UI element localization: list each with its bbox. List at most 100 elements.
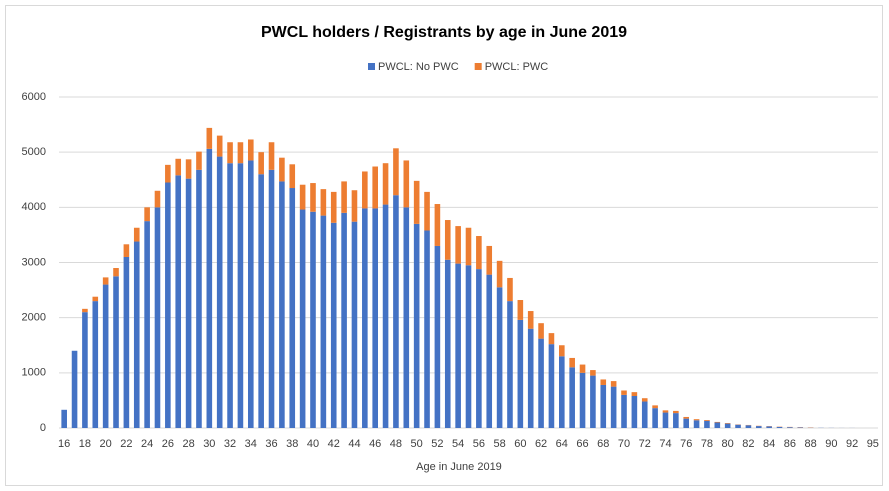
x-tick-label: 46: [369, 438, 381, 450]
bar-segment: [351, 190, 358, 222]
bar-segment: [455, 263, 461, 428]
bar-segment: [113, 268, 119, 277]
bar-segment: [424, 191, 430, 231]
bar-segment: [673, 413, 679, 428]
bar-segment: [745, 425, 752, 428]
bar-segment: [755, 426, 762, 428]
x-tick-label: 28: [182, 438, 194, 450]
bar-segment: [310, 211, 316, 428]
bar-segment: [693, 420, 700, 428]
bar-segment: [621, 390, 627, 395]
bar-segment: [527, 328, 534, 428]
bar-segment: [434, 245, 441, 428]
bar-segment: [310, 183, 316, 212]
bar-segment: [766, 426, 772, 428]
bar-segment: [724, 423, 731, 424]
bar-segment: [393, 148, 399, 196]
bar-segment: [683, 416, 690, 419]
bar-segment: [268, 142, 275, 170]
y-tick-label: 0: [40, 422, 46, 434]
bar-segment: [559, 345, 565, 357]
bar-segment: [185, 178, 192, 428]
bar-segment: [341, 212, 347, 428]
bar-segment: [517, 319, 524, 428]
bar-segment: [413, 223, 420, 428]
legend-label: PWCL: No PWC: [378, 61, 459, 73]
bar-segment: [538, 323, 544, 339]
bar-segment: [133, 241, 140, 428]
bar-segment: [631, 396, 638, 428]
bar-segment: [559, 356, 565, 428]
x-tick-label: 72: [639, 438, 651, 450]
bar-segment: [548, 344, 555, 428]
bar-segment: [237, 142, 244, 164]
bar-segment: [714, 422, 721, 428]
bar-segment: [704, 420, 710, 421]
x-tick-label: 92: [846, 438, 858, 450]
x-tick-label: 16: [58, 438, 70, 450]
bar-segment: [237, 163, 244, 428]
x-tick-label: 36: [265, 438, 277, 450]
x-tick-label: 58: [493, 438, 505, 450]
x-tick-label: 24: [141, 438, 153, 450]
bar-segment: [579, 372, 586, 428]
x-tick-label: 32: [224, 438, 236, 450]
bar-segment: [227, 163, 233, 428]
bar-segment: [735, 424, 741, 428]
bar-segment: [538, 338, 544, 428]
bar-segment: [185, 159, 192, 179]
legend-swatch: [368, 63, 375, 70]
bar-segment: [444, 220, 451, 260]
bar-segment: [320, 215, 327, 428]
chart-frame: [5, 5, 883, 486]
bar-segment: [196, 169, 202, 428]
bar-segment: [662, 412, 669, 428]
bar-segment: [631, 392, 638, 397]
bar-segment: [61, 409, 67, 428]
bar-segment: [258, 152, 264, 175]
bar-segment: [165, 164, 171, 183]
bar-segment: [444, 259, 451, 428]
bar-segment: [486, 245, 493, 275]
y-tick-label: 4000: [22, 201, 46, 213]
bar-segment: [133, 227, 140, 242]
bar-segment: [154, 190, 161, 208]
bar-segment: [382, 163, 389, 205]
bar-segment: [289, 188, 296, 428]
x-tick-label: 74: [659, 438, 671, 450]
y-tick-label: 2000: [22, 312, 46, 324]
bar-segment: [787, 427, 793, 428]
x-tick-label: 90: [825, 438, 837, 450]
bar-segment: [341, 181, 347, 213]
x-axis-title: Age in June 2019: [416, 461, 502, 473]
y-tick-label: 1000: [22, 367, 46, 379]
bar-segment: [154, 207, 161, 428]
x-tick-label: 80: [722, 438, 734, 450]
x-tick-label: 56: [473, 438, 485, 450]
bar-segment: [247, 160, 254, 429]
bar-segment: [196, 151, 202, 170]
bar-segment: [465, 265, 472, 428]
bar-segment: [92, 296, 99, 302]
bar-segment: [299, 209, 306, 428]
bar-segment: [393, 195, 399, 428]
bar-segment: [496, 260, 503, 288]
x-tick-label: 88: [804, 438, 816, 450]
x-tick-label: 20: [100, 438, 112, 450]
bar-segment: [175, 158, 182, 176]
bar-segment: [279, 157, 285, 182]
bar-segment: [144, 221, 150, 428]
bar-segment: [476, 269, 482, 428]
x-tick-label: 42: [328, 438, 340, 450]
bar-segment: [320, 189, 327, 216]
x-tick-label: 64: [556, 438, 568, 450]
x-tick-label: 84: [763, 438, 775, 450]
x-tick-label: 34: [245, 438, 257, 450]
bar-segment: [517, 300, 524, 320]
bar-segment: [71, 350, 78, 428]
bar-segment: [144, 207, 150, 222]
bar-segment: [165, 182, 171, 428]
bar-segment: [590, 370, 596, 376]
x-tick-label: 95: [867, 438, 879, 450]
x-tick-label: 70: [618, 438, 630, 450]
